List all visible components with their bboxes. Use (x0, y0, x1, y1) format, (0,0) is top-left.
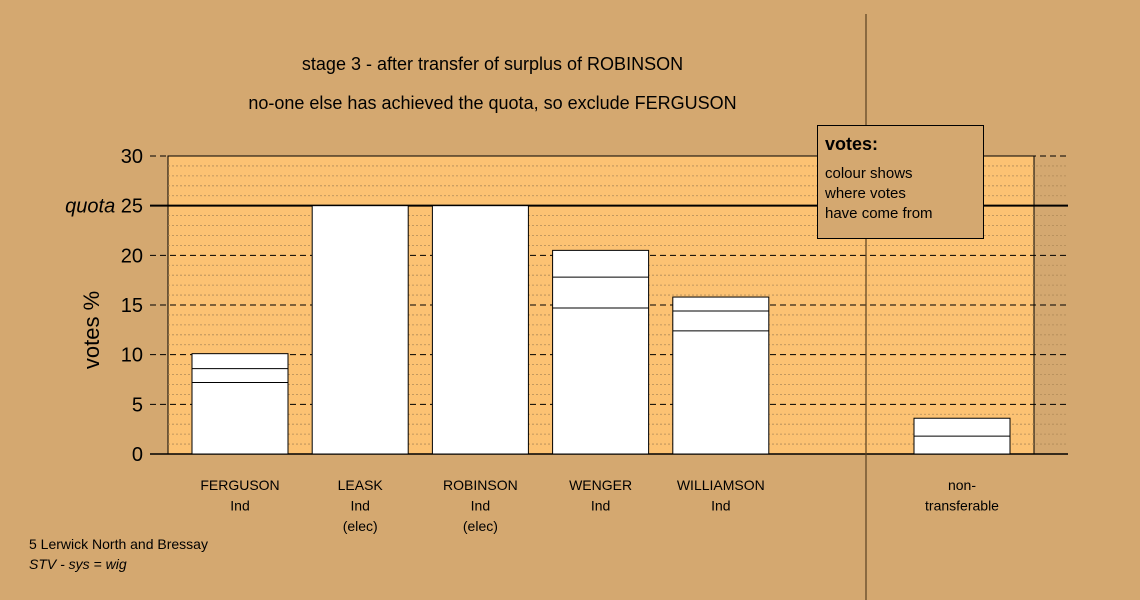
y-tick-label: 5 (132, 394, 143, 416)
bar (552, 249, 650, 455)
legend-title: votes: (825, 134, 879, 154)
legend-line: have come from (825, 205, 933, 222)
bar-wenger (552, 249, 650, 455)
x-tick-sublabel: Ind (350, 498, 369, 514)
quota-tick-label: quota 25 (65, 196, 143, 218)
y-axis-label: votes % (79, 291, 104, 369)
legend-line: colour shows (825, 165, 913, 182)
bar (672, 296, 770, 455)
legend-box: votes: colour shows where votes have com… (817, 125, 984, 239)
bar (311, 205, 409, 455)
footer-ward: 5 Lerwick North and Bressay (29, 536, 208, 552)
bar-non (913, 417, 1011, 455)
footer-system: STV - sys = wig (29, 556, 127, 572)
bar-williamson (672, 296, 770, 455)
x-tick-label: non- (948, 477, 976, 493)
x-tick-label: WENGER (569, 477, 632, 493)
y-tick-label: 0 (132, 444, 143, 466)
x-tick-label: FERGUSON (200, 477, 279, 493)
y-tick-label: 15 (121, 295, 143, 317)
chart-subtitle: no-one else has achieved the quota, so e… (248, 93, 737, 113)
x-tick-label: WILLIAMSON (677, 477, 765, 493)
bars (191, 205, 1011, 455)
y-tick-label: 30 (121, 146, 143, 168)
bar-robinson (431, 205, 529, 455)
x-tick-sublabel: transferable (925, 498, 999, 514)
x-tick-sublabel: (elec) (343, 518, 378, 534)
x-tick-sublabel: Ind (711, 498, 730, 514)
bar-leask (311, 205, 409, 455)
y-tick-label: 10 (121, 345, 143, 367)
x-axis-labels: FERGUSON Ind LEASK Ind (elec) ROBINSON Ind (ele… (200, 477, 999, 534)
y-tick-label: 20 (121, 245, 143, 267)
x-tick-label: LEASK (338, 477, 384, 493)
legend-line: where votes (825, 185, 906, 202)
x-tick-sublabel: Ind (591, 498, 610, 514)
bar-ferguson (191, 353, 289, 455)
x-tick-label: ROBINSON (443, 477, 518, 493)
chart-title: stage 3 - after transfer of surplus of R… (301, 54, 684, 74)
bar (431, 205, 529, 455)
bar (191, 353, 289, 455)
y-axis: 0 5 10 15 20 quota 25 30 (65, 146, 143, 466)
x-tick-sublabel: Ind (230, 498, 249, 514)
x-tick-sublabel: Ind (471, 498, 490, 514)
x-tick-sublabel: (elec) (463, 518, 498, 534)
